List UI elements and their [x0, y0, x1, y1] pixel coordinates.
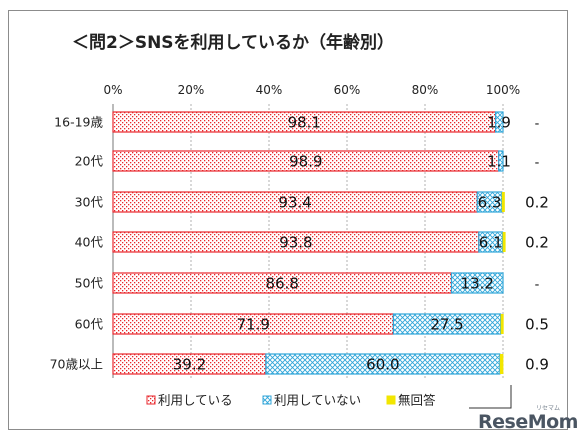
legend-swatch-no-answer [386, 395, 396, 405]
logo-subtext: リセマム [536, 405, 561, 412]
legend-swatch-not-used [262, 395, 272, 405]
x-tick-label: 0% [103, 83, 122, 97]
data-label-no-answer: 0.2 [525, 194, 549, 212]
chart-title: ＜問2＞SNSを利用しているか（年齢別） [72, 33, 395, 53]
x-tick-label: 100% [486, 83, 520, 97]
bar-segment-not-used [498, 150, 504, 172]
data-label-used: 98.1 [288, 114, 321, 132]
bar-segment-no-answer [499, 354, 504, 374]
bar-segment-no-answer [502, 232, 506, 252]
legend-label-used: 利用している [158, 393, 233, 408]
data-label-used: 98.9 [289, 153, 322, 171]
legend-label-no-answer: 無回答 [398, 393, 436, 408]
category-label: 20代 [75, 154, 104, 169]
category-label: 70歳以上 [50, 357, 103, 372]
bar-segment-no-answer [501, 192, 505, 212]
data-label-used: 71.9 [237, 316, 270, 334]
data-label-not-used: 1.9 [487, 114, 511, 132]
category-label: 16-19歳 [54, 115, 103, 130]
bar-segment-not-used [494, 111, 504, 133]
category-label: 50代 [75, 276, 104, 291]
category-label: 30代 [75, 195, 104, 210]
data-label-not-used: 27.5 [430, 316, 463, 334]
data-label-not-used: 60.0 [366, 356, 399, 374]
legend-swatch-used [146, 395, 156, 405]
legend-label-not-used: 利用していない [274, 393, 361, 408]
data-label-not-used: 1.1 [487, 153, 511, 171]
x-tick-label: 20% [178, 83, 205, 97]
data-label-not-used: 13.2 [461, 275, 494, 293]
data-label-used: 93.8 [279, 234, 312, 252]
data-label-no-answer: 0.5 [525, 316, 549, 334]
category-label: 60代 [75, 317, 104, 332]
data-label-used: 86.8 [266, 275, 299, 293]
data-label-no-answer: 0.9 [525, 356, 549, 374]
category-label: 40代 [75, 235, 104, 250]
data-label-not-used: 6.1 [479, 234, 503, 252]
data-label-no-answer: - [535, 117, 540, 132]
data-label-used: 39.2 [173, 356, 206, 374]
x-tick-label: 60% [334, 83, 361, 97]
resemom-logo: ReseMom [478, 411, 578, 433]
x-tick-label: 80% [412, 83, 439, 97]
data-label-no-answer: - [535, 278, 540, 293]
callout-line [469, 385, 512, 409]
data-label-used: 93.4 [278, 194, 311, 212]
bar-segment-no-answer [500, 314, 504, 334]
x-tick-label: 40% [256, 83, 283, 97]
bar-segment-not-used [450, 272, 504, 294]
data-label-no-answer: - [535, 156, 540, 171]
data-label-not-used: 6.3 [478, 194, 502, 212]
data-label-no-answer: 0.2 [525, 234, 549, 252]
